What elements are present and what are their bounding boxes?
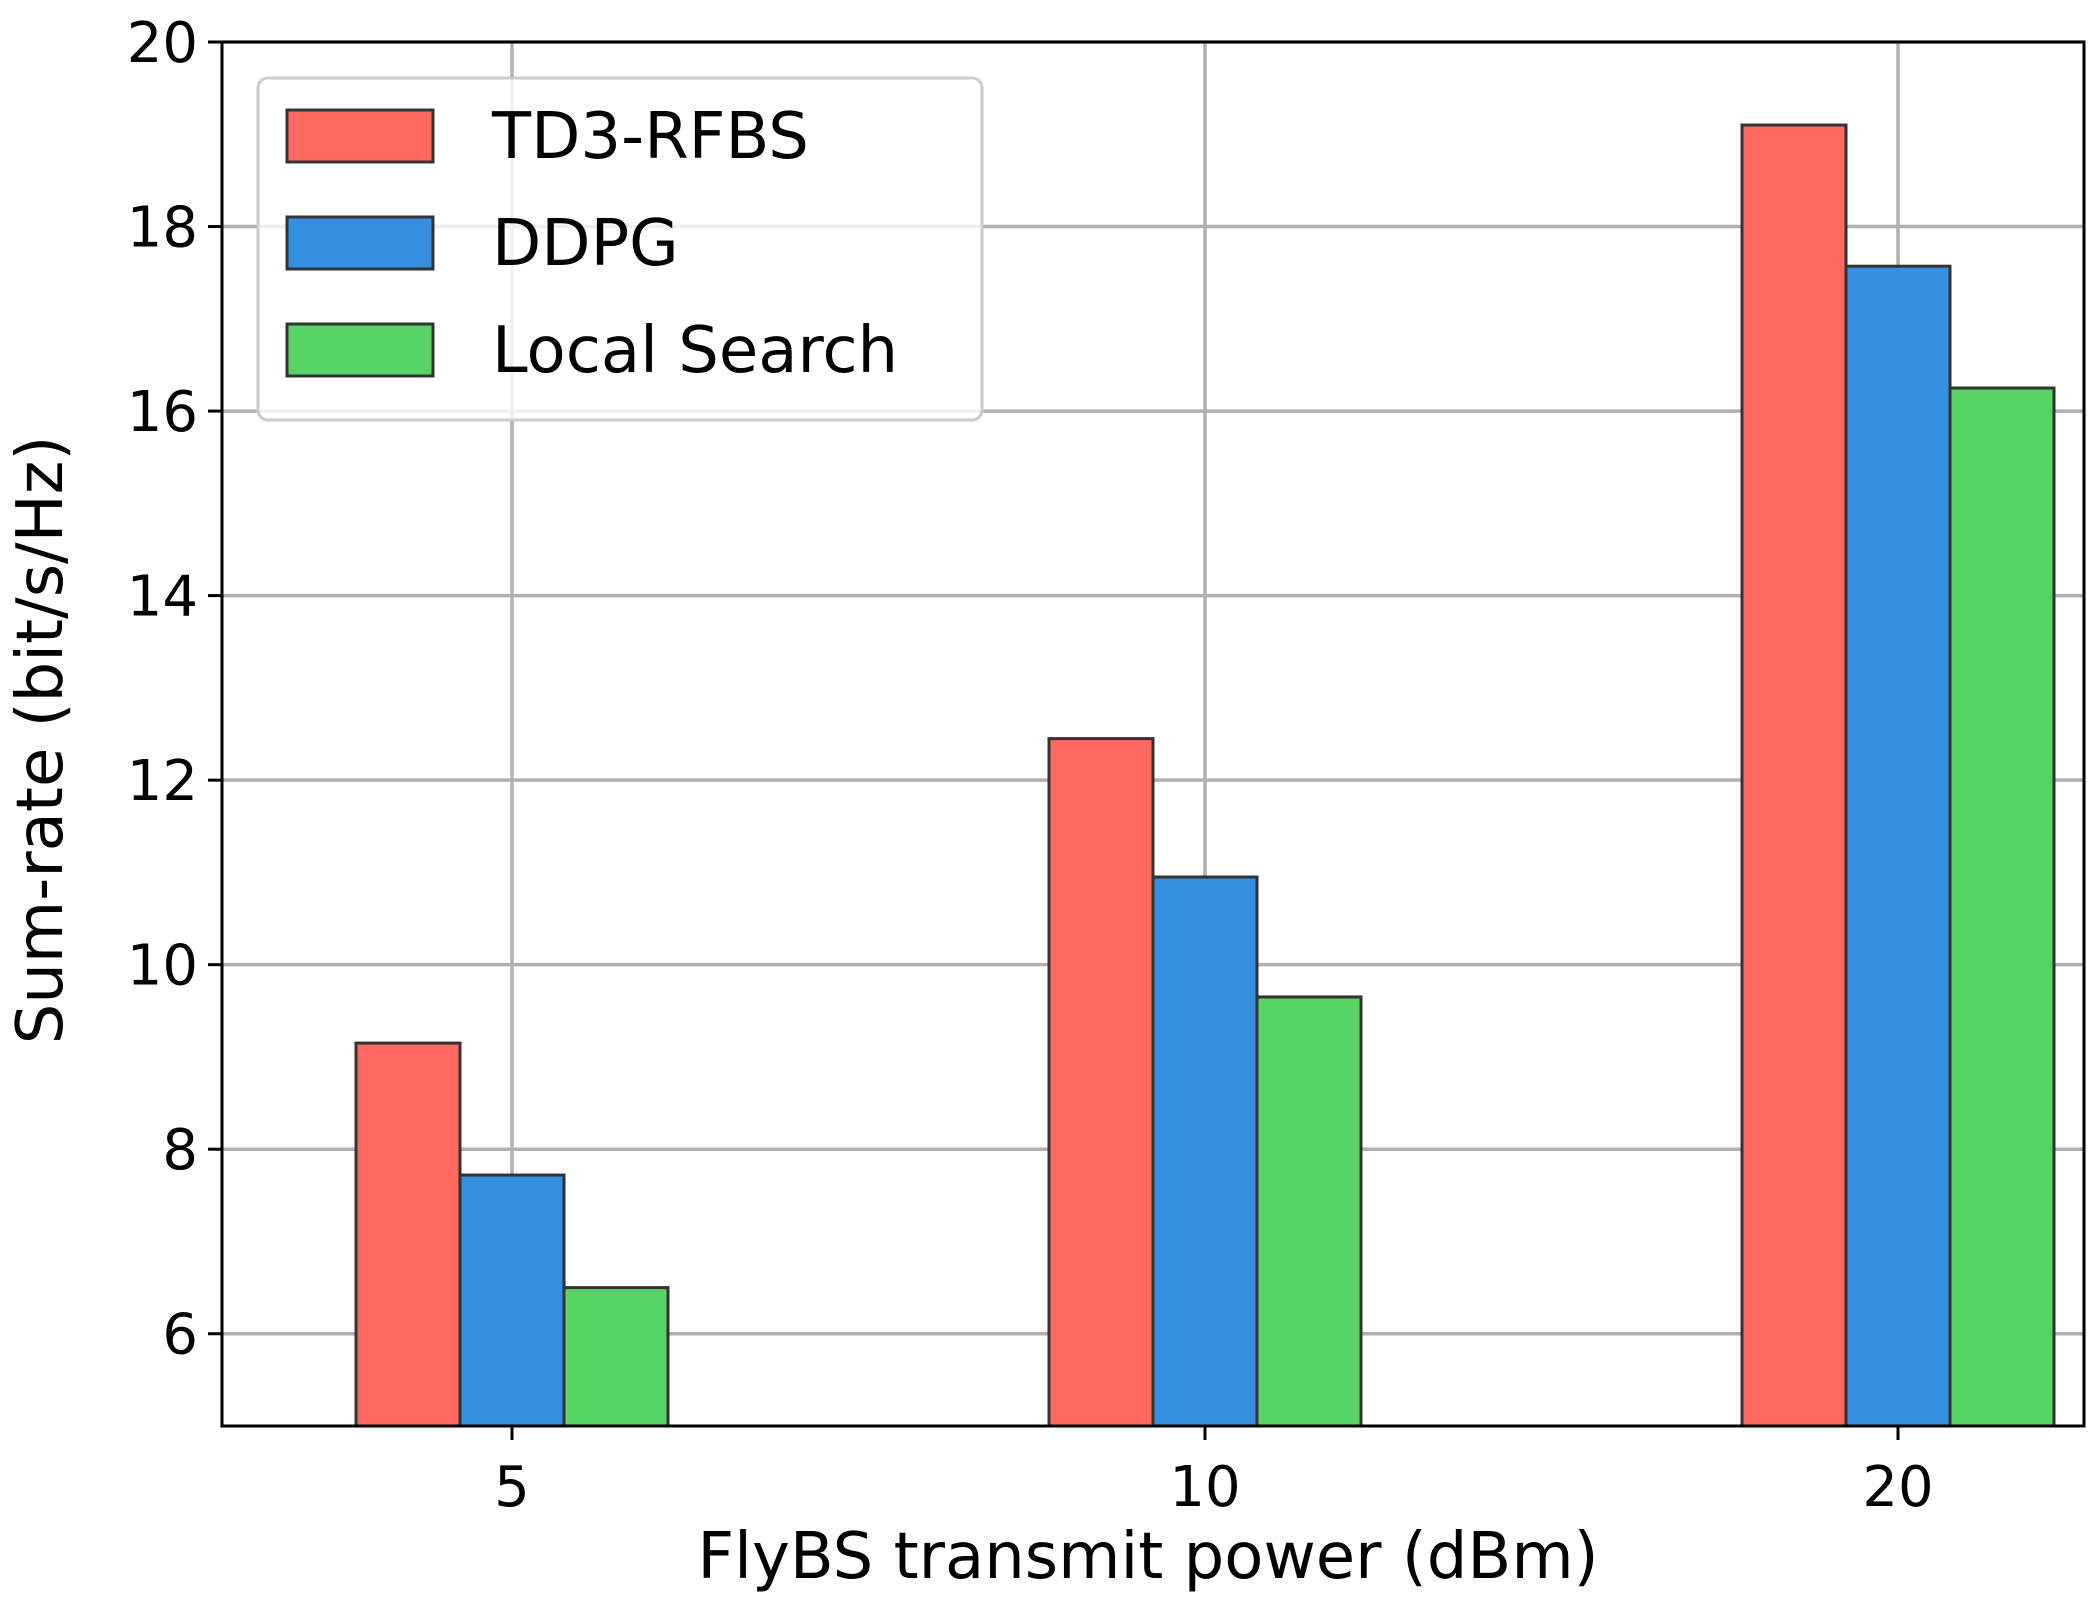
y-axis-label: Sum-rate (bit/s/Hz)	[4, 436, 78, 1045]
bar-local-search	[1948, 386, 2056, 1428]
legend-box	[256, 76, 984, 422]
bar-local-search	[1255, 995, 1363, 1428]
y-tick-label: 20	[127, 11, 198, 76]
legend-label: Local Search	[492, 314, 898, 388]
legend-swatch	[285, 108, 435, 164]
ticks-layer: 5 10 20 6 8 10 12 14 16 18 20	[127, 11, 1934, 1520]
y-tick-label: 6	[162, 1303, 198, 1368]
y-tick-label: 12	[127, 749, 198, 814]
bars-layer	[354, 123, 2056, 1428]
x-tick-label: 5	[494, 1455, 530, 1520]
bar-td3-rfbs	[1740, 123, 1848, 1428]
bar-ddpg	[1844, 264, 1952, 1428]
legend-swatch	[285, 215, 435, 271]
y-tick-label: 18	[127, 196, 198, 261]
y-tick-label: 14	[127, 565, 198, 630]
bar-td3-rfbs	[354, 1041, 462, 1428]
bar-ddpg	[1151, 875, 1259, 1428]
legend-swatch	[285, 322, 435, 378]
legend-label: DDPG	[492, 207, 679, 281]
x-tick-label: 10	[1169, 1455, 1240, 1520]
y-tick-label: 10	[127, 934, 198, 999]
legend: TD3-RFBS DDPG Local Search	[256, 76, 984, 422]
y-tick-label: 16	[127, 380, 198, 445]
x-tick-label: 20	[1862, 1455, 1933, 1520]
bar-ddpg	[458, 1173, 566, 1428]
legend-label: TD3-RFBS	[491, 100, 809, 174]
plot-frame	[220, 40, 2086, 1428]
bar-local-search	[562, 1286, 670, 1428]
bar-td3-rfbs	[1047, 737, 1155, 1428]
x-axis-label: FlyBS transmit power (dBm)	[697, 1520, 1598, 1594]
y-tick-label: 8	[162, 1118, 198, 1183]
